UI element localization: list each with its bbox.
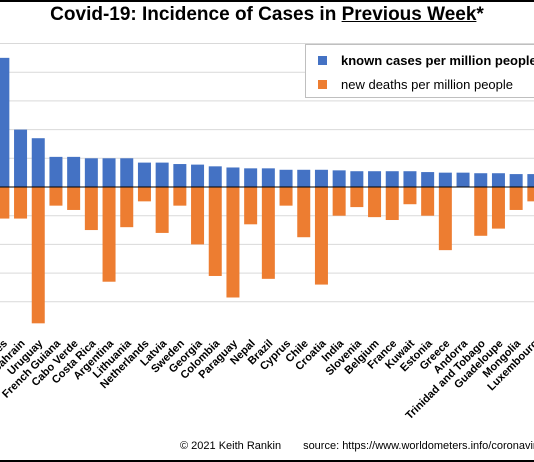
bar-deaths: [474, 187, 488, 236]
bars: [0, 57, 534, 324]
bar-cases: [421, 172, 435, 187]
gridlines: [0, 43, 534, 303]
bar-deaths: [226, 187, 240, 298]
footer-source: source: https://www.worldometers.info/co…: [303, 440, 534, 452]
bar-cases: [297, 169, 311, 187]
footer: © 2021 Keith Rankin source: https://www.w…: [180, 440, 534, 452]
bar-deaths: [438, 187, 452, 251]
bar-cases: [173, 164, 187, 187]
bar-deaths: [31, 187, 45, 324]
legend-item-deaths: new deaths per million people: [318, 75, 513, 93]
bar-deaths: [0, 187, 10, 219]
bar-cases: [244, 168, 258, 187]
legend-swatch-cases: [318, 55, 327, 65]
bar-deaths: [314, 187, 328, 285]
bar-deaths: [102, 187, 116, 282]
bar-cases: [31, 138, 45, 187]
bar-cases: [350, 171, 364, 187]
legend: known cases per million people new death…: [305, 44, 534, 98]
bar-deaths: [137, 187, 151, 202]
bar-deaths: [191, 187, 205, 245]
bar-cases: [226, 167, 240, 187]
bar-cases: [403, 171, 417, 187]
bar-cases: [102, 158, 116, 187]
bar-cases: [314, 169, 328, 187]
bar-deaths: [385, 187, 399, 221]
legend-swatch-deaths: [318, 79, 327, 89]
bar-deaths: [509, 187, 523, 210]
bar-deaths: [350, 187, 364, 208]
bar-cases: [14, 129, 28, 187]
bar-cases: [84, 158, 98, 187]
bar-cases: [456, 172, 470, 187]
bar-deaths: [403, 187, 417, 205]
legend-label-cases: known cases per million people: [341, 52, 534, 68]
bar-cases: [120, 158, 134, 187]
bar-deaths: [173, 187, 187, 206]
bar-cases: [332, 170, 346, 187]
bar-deaths: [155, 187, 169, 233]
bar-deaths: [67, 187, 81, 210]
bar-cases: [527, 174, 534, 187]
bar-cases: [155, 162, 169, 187]
bar-deaths: [297, 187, 311, 238]
bar-cases: [261, 168, 275, 187]
bar-cases: [438, 172, 452, 187]
bar-cases: [208, 166, 222, 187]
bar-cases: [368, 171, 382, 187]
bar-deaths: [279, 187, 293, 206]
bar-cases: [474, 173, 488, 187]
bar-deaths: [14, 187, 28, 219]
bar-deaths: [120, 187, 134, 228]
bar-deaths: [527, 187, 534, 202]
bar-deaths: [332, 187, 346, 216]
bar-deaths: [368, 187, 382, 218]
bar-cases: [191, 164, 205, 187]
bar-cases: [49, 156, 63, 187]
bar-deaths: [421, 187, 435, 216]
legend-label-deaths: new deaths per million people: [341, 76, 513, 92]
chart-title-underlined: Previous Week: [341, 4, 477, 25]
bar-cases: [491, 173, 505, 187]
legend-item-cases: known cases per million people: [318, 51, 534, 69]
chart-title: Covid-19: Incidence of Cases in Previous…: [50, 4, 484, 25]
bar-cases: [137, 162, 151, 187]
bar-cases: [67, 156, 81, 187]
bar-deaths: [491, 187, 505, 229]
footer-credit: © 2021 Keith Rankin: [180, 440, 282, 452]
bar-cases: [0, 57, 10, 187]
bar-deaths: [244, 187, 258, 225]
bar-deaths: [261, 187, 275, 279]
bar-cases: [509, 174, 523, 187]
bar-deaths: [49, 187, 63, 206]
bar-deaths: [208, 187, 222, 276]
bar-cases: [385, 171, 399, 187]
bar-cases: [279, 169, 293, 187]
bar-deaths: [84, 187, 98, 231]
